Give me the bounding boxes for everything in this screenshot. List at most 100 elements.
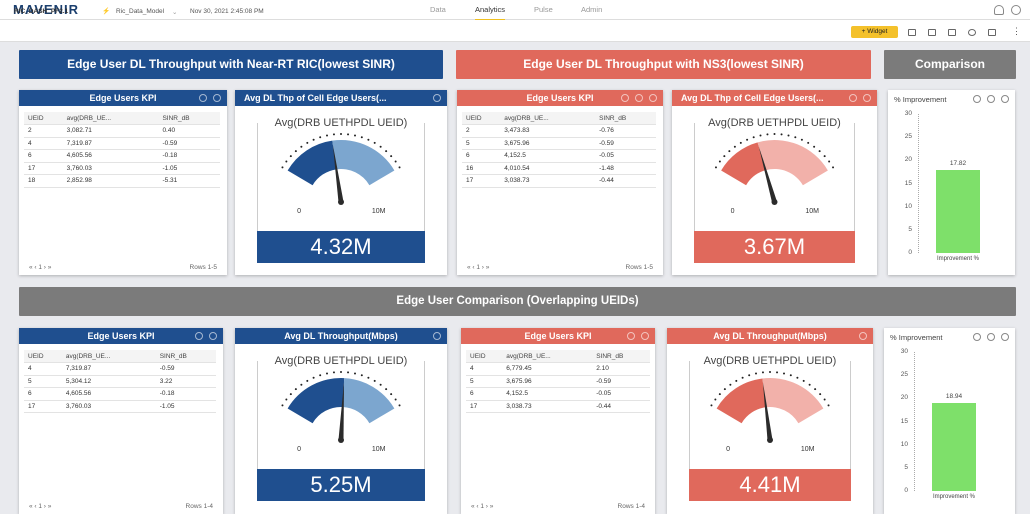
info-icon[interactable]: [199, 94, 207, 102]
gauge-value: 4.41M: [689, 469, 851, 501]
gauge-tick: [379, 145, 382, 148]
table-pager[interactable]: « ‹ 1 › »: [467, 264, 490, 271]
gauge-tick: [739, 141, 742, 144]
y-tick-label: 20: [900, 394, 908, 402]
gauge-needle-hub: [767, 437, 773, 443]
gauge-tick: [385, 388, 388, 391]
edit-icon[interactable]: [213, 94, 221, 102]
improvement-chart-card: % Improvement 30 25 20 15 10 5 0 17.82 Improveme…: [888, 90, 1015, 275]
edit-icon[interactable]: [641, 332, 649, 340]
table-cell: 3,675.96: [500, 137, 596, 150]
table-cell: 17: [466, 400, 503, 413]
chevron-down-icon[interactable]: ⌄: [172, 9, 178, 16]
gauge-tick: [789, 374, 792, 377]
table-cell: -1.05: [155, 400, 216, 413]
column-header[interactable]: SINR_dB: [592, 350, 650, 363]
nav-tab-admin[interactable]: Admin: [581, 5, 603, 14]
table-cell: 3,038.73: [502, 400, 593, 413]
gauge-max-label: 10M: [800, 446, 815, 453]
table-cell: 0.40: [158, 124, 220, 138]
improvement-bar[interactable]: [932, 403, 976, 491]
table-header-row: UEID avg(DRB_UE... SINR_dB: [466, 350, 650, 363]
table-pager[interactable]: « ‹ 1 › »: [471, 503, 494, 510]
edit-icon[interactable]: [433, 332, 441, 340]
column-header[interactable]: SINR_dB: [155, 350, 216, 363]
gauge-card-ric: Avg DL Thp of Cell Edge Users(... Avg(DR…: [235, 90, 447, 275]
rows-count: Rows 1-5: [189, 264, 217, 271]
table-cell: 5: [462, 137, 501, 150]
column-header[interactable]: avg(DRB_UE...: [502, 350, 593, 363]
table-cell: 6: [24, 387, 62, 401]
table-cell: 6,779.45: [502, 362, 593, 376]
gauge-subtitle: Avg(DRB UETHPDL UEID): [274, 355, 408, 367]
screen-icon[interactable]: [948, 29, 956, 36]
gauge-min-label: 0: [297, 446, 302, 453]
nav-tab-pulse[interactable]: Pulse: [534, 5, 553, 14]
monitor-icon[interactable]: [988, 29, 996, 36]
gauge-tick: [746, 138, 749, 141]
info-icon[interactable]: [973, 95, 981, 103]
gauge-tick: [735, 379, 738, 382]
nav-tab-data[interactable]: Data: [430, 5, 446, 14]
gauge-tick: [832, 166, 835, 169]
more-icon[interactable]: [1001, 95, 1009, 103]
share-icon[interactable]: [968, 29, 976, 36]
table-cell: 18: [24, 174, 63, 188]
flask-icon[interactable]: [928, 29, 936, 36]
info-icon[interactable]: [195, 332, 203, 340]
gauge-tick: [776, 371, 779, 374]
table-cell: 4: [466, 362, 503, 376]
table-row: 2 3,082.71 0.40: [24, 124, 220, 138]
user-icon[interactable]: [1011, 5, 1021, 15]
info-icon[interactable]: [621, 94, 629, 102]
edit-icon[interactable]: [863, 94, 871, 102]
table-cell: 2,852.98: [62, 174, 159, 188]
gauge-tick: [808, 383, 811, 386]
column-header[interactable]: UEID: [462, 112, 501, 125]
more-icon[interactable]: [1001, 333, 1009, 341]
column-header[interactable]: SINR_dB: [158, 112, 220, 125]
gauge-card-ns3-overlap: Avg DL Throughput(Mbps) Avg(DRB UETHPDL …: [667, 328, 873, 514]
bell-icon[interactable]: [994, 5, 1004, 15]
column-header[interactable]: UEID: [466, 350, 503, 363]
column-header[interactable]: avg(DRB_UE...: [500, 112, 596, 125]
gauge-card-title: Avg DL Thp of Cell Edge Users(...: [681, 93, 824, 103]
info-icon[interactable]: [973, 333, 981, 341]
gauge-tick: [353, 372, 356, 375]
kpi-table: UEID avg(DRB_UE... SINR_dB 2 3,082.71 0.40 4 7,…: [24, 112, 220, 188]
column-header[interactable]: avg(DRB_UE...: [62, 112, 159, 125]
y-tick-label: 10: [904, 202, 912, 210]
improvement-bar[interactable]: [936, 170, 980, 253]
gauge-max-label: 10M: [805, 208, 819, 215]
edit-icon[interactable]: [987, 95, 995, 103]
table-header-row: UEID avg(DRB_UE... SINR_dB: [462, 112, 656, 125]
table-cell: 4: [24, 137, 63, 150]
edit-icon[interactable]: [433, 94, 441, 102]
edit-icon[interactable]: [209, 332, 217, 340]
rows-count: Rows 1-4: [185, 503, 213, 510]
gauge-tick: [710, 404, 713, 407]
table-pager[interactable]: « ‹ 1 › »: [29, 264, 52, 271]
table-cell: -0.05: [595, 149, 656, 163]
column-header[interactable]: SINR_dB: [595, 112, 656, 125]
data-model-select[interactable]: Ric_Data_Model: [116, 8, 165, 15]
edit-icon[interactable]: [987, 333, 995, 341]
more-icon[interactable]: [649, 94, 657, 102]
gauge-tick: [718, 393, 721, 396]
info-icon[interactable]: [627, 332, 635, 340]
y-tick-label: 30: [900, 348, 908, 355]
column-header[interactable]: UEID: [24, 350, 62, 363]
nav-tab-analytics[interactable]: Analytics: [475, 5, 506, 21]
kpi-card-header: Edge Users KPI: [461, 328, 655, 344]
text-icon[interactable]: [908, 29, 916, 36]
column-header[interactable]: avg(DRB_UE...: [61, 350, 156, 363]
edit-icon[interactable]: [635, 94, 643, 102]
gauge-tick: [794, 136, 797, 139]
edit-icon[interactable]: [859, 332, 867, 340]
table-row: 16 4,010.54 -1.48: [462, 162, 656, 175]
add-widget-button[interactable]: + Widget: [851, 26, 898, 38]
info-icon[interactable]: [849, 94, 857, 102]
column-header[interactable]: UEID: [24, 112, 63, 125]
table-pager[interactable]: « ‹ 1 › »: [29, 503, 52, 510]
more-menu-icon[interactable]: ⋮: [1012, 26, 1021, 36]
